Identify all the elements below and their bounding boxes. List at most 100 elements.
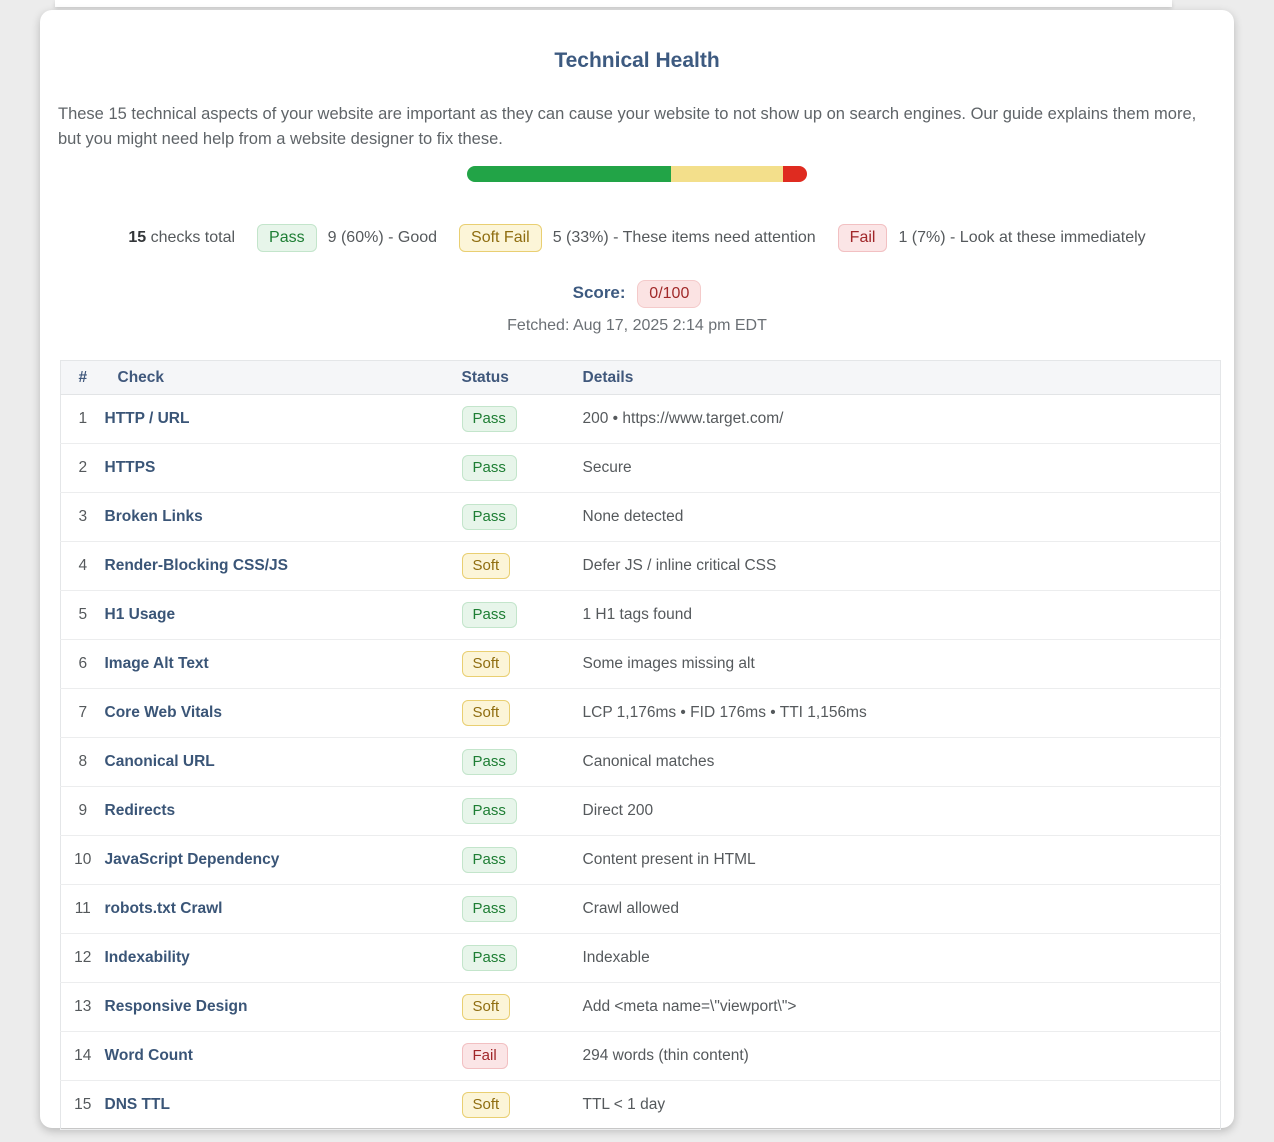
status-badge: Pass [461, 504, 517, 530]
score-line: Score: 0/100 [40, 280, 1234, 308]
health-progress-bar [467, 166, 807, 182]
table-header: # Check Status Details [60, 360, 1221, 395]
table-row: 5 H1 Usage Pass 1 H1 tags found [60, 590, 1221, 640]
status-badge: Soft [461, 651, 511, 677]
check-details: Content present in HTML [582, 835, 1221, 885]
table-row: 3 Broken Links Pass None detected [60, 492, 1221, 542]
checks-total-label: checks total [150, 229, 236, 246]
page-title: Technical Health [554, 49, 720, 72]
check-name: Redirects [104, 786, 462, 836]
status-badge: Soft [461, 1092, 511, 1118]
status-badge: Pass [461, 406, 517, 432]
check-details: Direct 200 [582, 786, 1221, 836]
table-row: 15 DNS TTL Soft TTL < 1 day [60, 1080, 1221, 1130]
table-row: 12 Indexability Pass Indexable [60, 933, 1221, 983]
status-badge: Pass [461, 896, 517, 922]
check-details: LCP 1,176ms • FID 176ms • TTI 1,156ms [582, 688, 1221, 738]
check-details: Secure [582, 443, 1221, 493]
status-badge: Soft [461, 553, 511, 579]
row-number: 9 [60, 786, 105, 836]
pass-badge: Pass [257, 224, 317, 252]
column-header-details: Details [582, 360, 1221, 395]
check-details: 200 • https://www.target.com/ [582, 394, 1221, 444]
column-header-check: Check [104, 360, 462, 395]
row-number: 2 [60, 443, 105, 493]
check-name: Responsive Design [104, 982, 462, 1032]
table-row: 1 HTTP / URL Pass 200 • https://www.targ… [60, 394, 1221, 444]
check-details: None detected [582, 492, 1221, 542]
progress-fail-segment [783, 166, 807, 182]
status-badge: Pass [461, 945, 517, 971]
check-details: Crawl allowed [582, 884, 1221, 934]
summary-row: 15 checks total Pass 9 (60%) - Good Soft… [40, 224, 1234, 252]
check-name: HTTPS [104, 443, 462, 493]
check-name: Word Count [104, 1031, 462, 1081]
fail-summary-text: 1 (7%) - Look at these immediately [898, 229, 1146, 246]
status-badge: Pass [461, 602, 517, 628]
summary-item-pass: Pass 9 (60%) - Good [257, 224, 437, 252]
check-name: DNS TTL [104, 1080, 462, 1130]
summary-item-fail: Fail 1 (7%) - Look at these immediately [837, 224, 1146, 252]
table-body: 1 HTTP / URL Pass 200 • https://www.targ… [60, 394, 1221, 1130]
progress-soft-segment [671, 166, 784, 182]
check-name: HTTP / URL [104, 394, 462, 444]
summary-item-soft-fail: Soft Fail 5 (33%) - These items need att… [459, 224, 816, 252]
table-row: 10 JavaScript Dependency Pass Content pr… [60, 835, 1221, 885]
table-row: 14 Word Count Fail 294 words (thin conte… [60, 1031, 1221, 1081]
check-details: 294 words (thin content) [582, 1031, 1221, 1081]
soft-fail-summary-text: 5 (33%) - These items need attention [552, 229, 816, 246]
check-name: Canonical URL [104, 737, 462, 787]
check-name: Core Web Vitals [104, 688, 462, 738]
status-badge: Soft [461, 994, 511, 1020]
status-badge: Pass [461, 847, 517, 873]
status-badge: Fail [461, 1043, 508, 1069]
check-name: Render-Blocking CSS/JS [104, 541, 462, 591]
check-details: Canonical matches [582, 737, 1221, 787]
soft-fail-badge: Soft Fail [459, 224, 542, 252]
row-number: 15 [60, 1080, 105, 1130]
fetched-timestamp: Fetched: Aug 17, 2025 2:14 pm EDT [507, 317, 767, 334]
progress-pass-segment [467, 166, 671, 182]
row-number: 10 [60, 835, 105, 885]
status-badge: Pass [461, 749, 517, 775]
column-header-status: Status [461, 360, 583, 395]
check-name: robots.txt Crawl [104, 884, 462, 934]
check-name: Broken Links [104, 492, 462, 542]
row-number: 8 [60, 737, 105, 787]
check-details: Add <meta name=\"viewport\"> [582, 982, 1221, 1032]
check-name: JavaScript Dependency [104, 835, 462, 885]
check-details: Defer JS / inline critical CSS [582, 541, 1221, 591]
checks-table: # Check Status Details 1 HTTP / URL Pass… [60, 360, 1221, 1130]
status-badge: Soft [461, 700, 511, 726]
checks-total-count: 15 [128, 229, 147, 246]
row-number: 13 [60, 982, 105, 1032]
table-row: 9 Redirects Pass Direct 200 [60, 786, 1221, 836]
column-header-number: # [60, 360, 105, 395]
description-text: These 15 technical aspects of your websi… [58, 105, 1197, 148]
table-row: 8 Canonical URL Pass Canonical matches [60, 737, 1221, 787]
score-badge: 0/100 [637, 280, 702, 308]
check-details: Some images missing alt [582, 639, 1221, 689]
status-badge: Pass [461, 455, 517, 481]
table-row: 13 Responsive Design Soft Add <meta name… [60, 982, 1221, 1032]
row-number: 14 [60, 1031, 105, 1081]
table-row: 2 HTTPS Pass Secure [60, 443, 1221, 493]
previous-card-edge [55, 0, 1172, 7]
score-label: Score: [572, 283, 626, 302]
fail-badge: Fail [837, 224, 888, 252]
row-number: 5 [60, 590, 105, 640]
row-number: 3 [60, 492, 105, 542]
check-details: TTL < 1 day [582, 1080, 1221, 1130]
check-name: H1 Usage [104, 590, 462, 640]
table-row: 11 robots.txt Crawl Pass Crawl allowed [60, 884, 1221, 934]
row-number: 4 [60, 541, 105, 591]
check-details: 1 H1 tags found [582, 590, 1221, 640]
checks-total: 15 checks total [128, 229, 235, 247]
technical-health-card: Technical Health These 15 technical aspe… [40, 10, 1234, 1130]
row-number: 7 [60, 688, 105, 738]
check-details: Indexable [582, 933, 1221, 983]
row-number: 6 [60, 639, 105, 689]
row-number: 11 [60, 884, 105, 934]
row-number: 12 [60, 933, 105, 983]
pass-summary-text: 9 (60%) - Good [327, 229, 438, 246]
